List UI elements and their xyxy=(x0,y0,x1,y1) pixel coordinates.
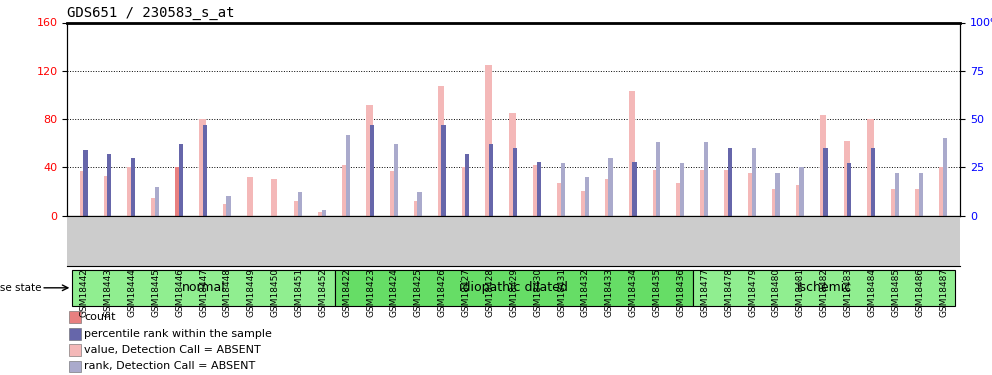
Text: percentile rank within the sample: percentile rank within the sample xyxy=(84,328,272,339)
Bar xyxy=(843,141,850,216)
Bar xyxy=(370,125,374,216)
Bar xyxy=(752,148,756,216)
Bar xyxy=(704,142,708,216)
Bar xyxy=(69,361,80,372)
Bar xyxy=(223,204,229,216)
Bar xyxy=(919,173,923,216)
Bar xyxy=(103,176,110,216)
Bar xyxy=(677,183,683,216)
Bar xyxy=(69,311,80,323)
Text: count: count xyxy=(84,312,116,322)
Bar xyxy=(79,171,86,216)
Bar xyxy=(127,167,134,216)
Bar xyxy=(772,189,779,216)
Text: normal: normal xyxy=(182,281,225,294)
Bar xyxy=(202,125,207,216)
Bar xyxy=(199,119,205,216)
Bar xyxy=(800,167,804,216)
Bar xyxy=(632,162,637,216)
Bar xyxy=(489,144,493,216)
Bar xyxy=(700,170,707,216)
Text: idiopathic dilated: idiopathic dilated xyxy=(459,281,568,294)
Bar xyxy=(581,192,587,216)
Bar xyxy=(867,119,874,216)
FancyBboxPatch shape xyxy=(72,270,335,306)
Bar xyxy=(418,192,422,216)
Bar xyxy=(131,158,135,216)
Bar xyxy=(295,201,302,216)
Bar xyxy=(83,150,87,216)
Bar xyxy=(69,328,80,340)
Bar xyxy=(414,201,421,216)
Bar xyxy=(390,171,397,216)
Bar xyxy=(394,144,398,216)
Text: GDS651 / 230583_s_at: GDS651 / 230583_s_at xyxy=(67,6,235,20)
Bar xyxy=(748,173,755,216)
Bar xyxy=(724,170,731,216)
Bar xyxy=(560,164,564,216)
Bar xyxy=(605,179,611,216)
Bar xyxy=(151,198,158,216)
Text: ischemic: ischemic xyxy=(797,281,852,294)
Bar xyxy=(107,154,111,216)
Bar xyxy=(322,210,326,216)
Bar xyxy=(823,148,827,216)
Bar xyxy=(318,212,325,216)
Bar xyxy=(608,158,613,216)
Bar xyxy=(342,165,349,216)
Bar xyxy=(656,142,661,216)
Text: disease state: disease state xyxy=(0,283,42,293)
Bar xyxy=(939,167,945,216)
Bar xyxy=(584,177,589,216)
Bar xyxy=(537,162,541,216)
Bar xyxy=(271,179,278,216)
Text: value, Detection Call = ABSENT: value, Detection Call = ABSENT xyxy=(84,345,261,355)
Bar xyxy=(366,105,373,216)
Bar xyxy=(509,113,516,216)
Bar xyxy=(629,91,635,216)
Bar xyxy=(465,154,469,216)
Bar xyxy=(155,187,159,216)
Bar xyxy=(533,165,540,216)
Bar xyxy=(942,138,947,216)
Bar xyxy=(437,87,444,216)
Bar xyxy=(728,148,732,216)
Bar xyxy=(247,177,253,216)
Bar xyxy=(891,189,898,216)
Bar xyxy=(871,148,875,216)
FancyBboxPatch shape xyxy=(692,270,955,306)
Bar xyxy=(226,196,231,216)
Bar xyxy=(847,164,851,216)
Text: rank, Detection Call = ABSENT: rank, Detection Call = ABSENT xyxy=(84,362,255,372)
Bar xyxy=(69,344,80,356)
Bar xyxy=(558,183,563,216)
Bar xyxy=(653,170,660,216)
Bar xyxy=(298,192,303,216)
Bar xyxy=(895,173,899,216)
Bar xyxy=(176,167,182,216)
Bar xyxy=(819,116,826,216)
Bar xyxy=(776,173,780,216)
Bar xyxy=(461,167,468,216)
Bar xyxy=(513,148,517,216)
FancyBboxPatch shape xyxy=(335,270,692,306)
Bar xyxy=(796,186,803,216)
Bar xyxy=(346,135,350,216)
Bar xyxy=(916,189,922,216)
Bar xyxy=(485,65,492,216)
Bar xyxy=(680,164,684,216)
Bar xyxy=(441,125,445,216)
Bar xyxy=(179,144,183,216)
